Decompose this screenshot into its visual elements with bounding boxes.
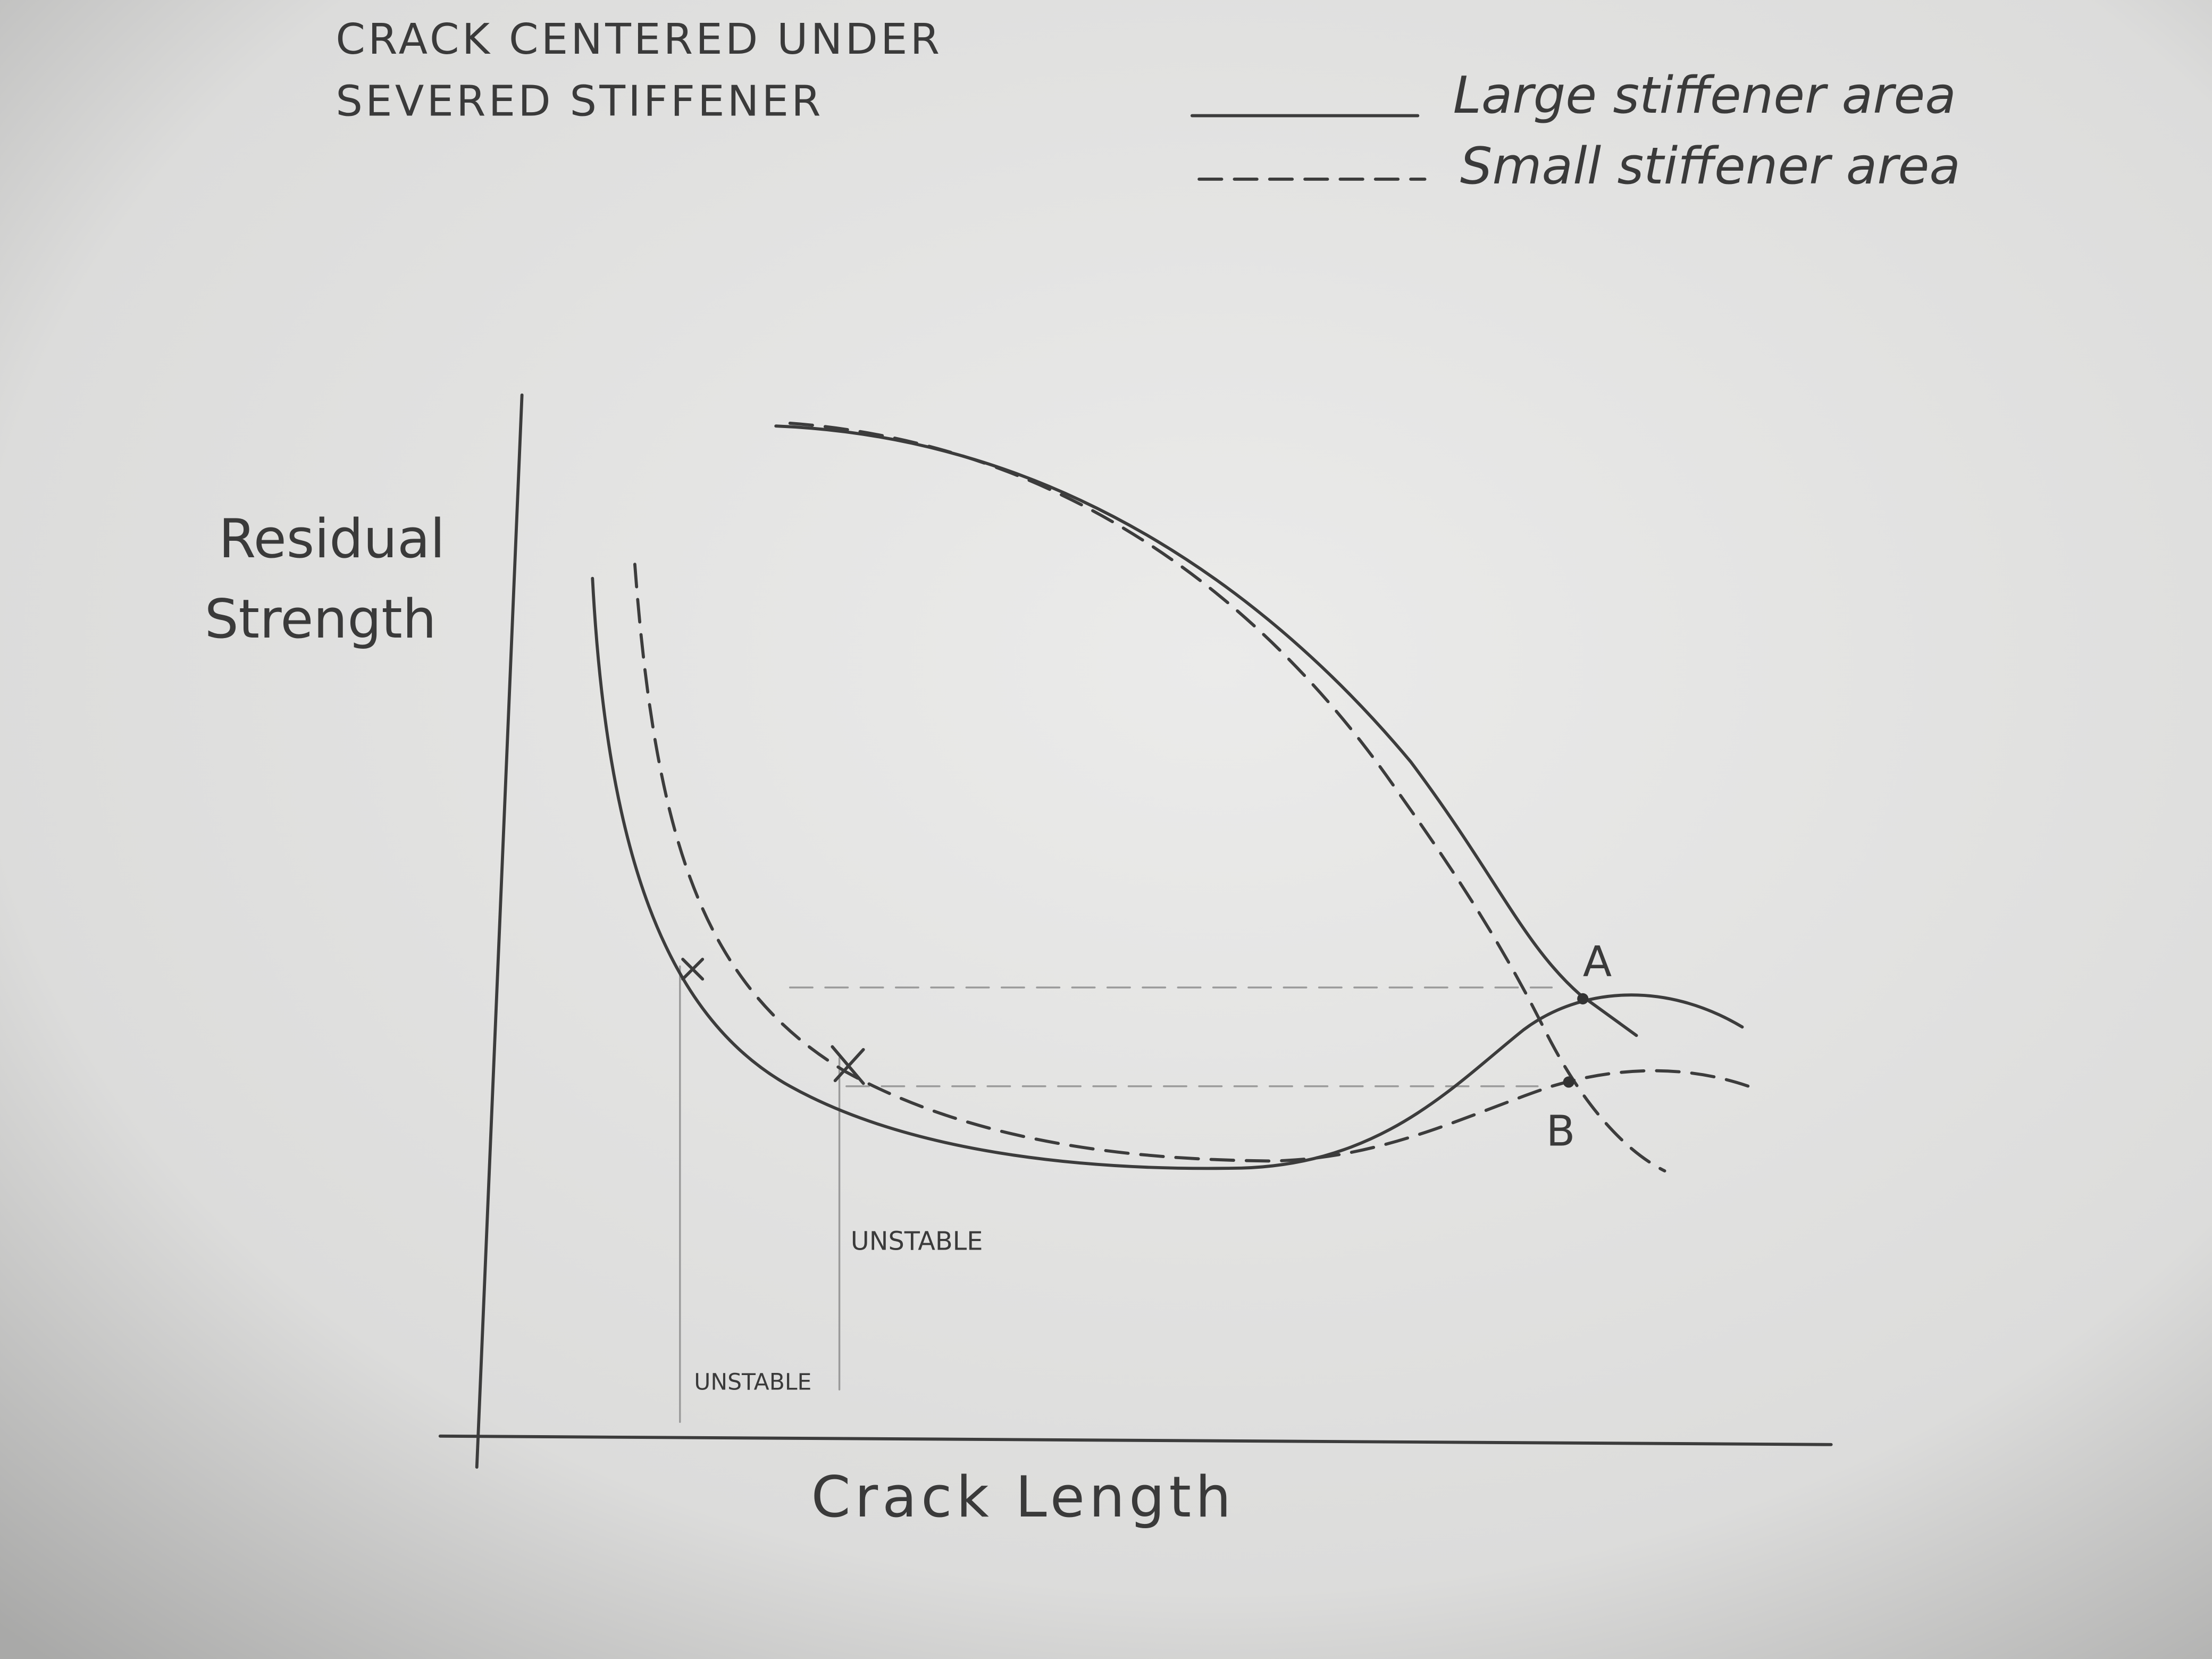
point-marker xyxy=(1577,993,1589,1004)
x-axis xyxy=(438,1434,1833,1446)
large-stiffener-curve xyxy=(591,576,1744,1170)
instability-mark xyxy=(831,1045,865,1085)
legend-label: Small stiffener area xyxy=(1460,136,1960,196)
y-axis-label: Residual xyxy=(219,507,445,570)
title-line: SEVERED STIFFENER xyxy=(336,77,823,126)
small-stiffener-upper-curve xyxy=(788,421,1666,1172)
title-line: CRACK CENTERED UNDER xyxy=(336,14,942,64)
point-label: A xyxy=(1583,937,1612,986)
y-axis xyxy=(475,393,524,1469)
annotation: UNSTABLE xyxy=(694,1369,811,1395)
instability-mark xyxy=(681,958,705,981)
y-axis-label: Strength xyxy=(205,588,437,650)
large-stiffener-upper-curve xyxy=(774,424,1638,1037)
x-axis-label: Crack Length xyxy=(811,1464,1236,1530)
legend-label: Large stiffener area xyxy=(1453,65,1956,125)
point-marker xyxy=(1563,1076,1574,1088)
annotation: UNSTABLE xyxy=(851,1227,983,1256)
point-label: B xyxy=(1546,1106,1576,1155)
